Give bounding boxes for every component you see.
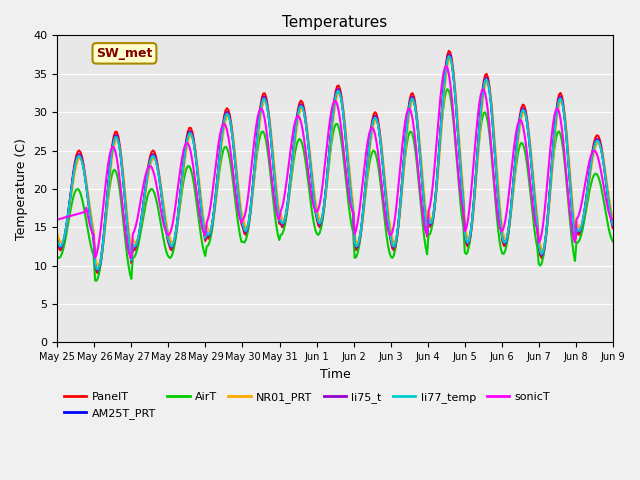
- AirT: [452, 149, 460, 155]
- li75_t: [607, 216, 615, 222]
- PanelT: [535, 245, 543, 251]
- PanelT: [94, 270, 102, 276]
- li77_temp: [609, 222, 616, 228]
- PanelT: [445, 48, 452, 54]
- NR01_PRT: [340, 116, 348, 122]
- sonicT: [609, 217, 616, 223]
- sonicT: [340, 155, 348, 161]
- AirT: [93, 278, 100, 284]
- NR01_PRT: [447, 56, 454, 61]
- Line: AM25T_PRT: AM25T_PRT: [58, 55, 612, 269]
- AirT: [535, 261, 543, 266]
- li77_temp: [445, 53, 452, 59]
- PanelT: [607, 218, 615, 224]
- NR01_PRT: [72, 163, 80, 168]
- li77_temp: [94, 266, 102, 272]
- PanelT: [54, 241, 61, 247]
- AM25T_PRT: [94, 266, 102, 272]
- X-axis label: Time: Time: [319, 368, 351, 381]
- PanelT: [609, 225, 616, 231]
- AM25T_PRT: [54, 238, 61, 243]
- Line: li75_t: li75_t: [58, 55, 612, 271]
- li77_temp: [535, 241, 543, 247]
- sonicT: [452, 145, 460, 151]
- Line: AirT: AirT: [58, 89, 612, 281]
- li77_temp: [607, 216, 615, 221]
- Line: PanelT: PanelT: [58, 51, 612, 273]
- li75_t: [535, 243, 543, 249]
- sonicT: [54, 217, 61, 223]
- AirT: [444, 86, 451, 92]
- Legend: PanelT, AM25T_PRT, AirT, NR01_PRT, li75_t, li77_temp, sonicT: PanelT, AM25T_PRT, AirT, NR01_PRT, li75_…: [60, 388, 555, 423]
- AM25T_PRT: [445, 52, 452, 58]
- AirT: [340, 164, 348, 169]
- PanelT: [90, 237, 97, 243]
- li77_temp: [340, 122, 348, 128]
- li75_t: [72, 156, 80, 162]
- AM25T_PRT: [609, 222, 616, 228]
- NR01_PRT: [609, 215, 616, 221]
- PanelT: [72, 153, 80, 159]
- li75_t: [445, 52, 452, 58]
- Y-axis label: Temperature (C): Temperature (C): [15, 138, 28, 240]
- li75_t: [94, 268, 102, 274]
- sonicT: [127, 255, 135, 261]
- NR01_PRT: [90, 228, 97, 233]
- Line: NR01_PRT: NR01_PRT: [58, 59, 612, 265]
- PanelT: [340, 120, 348, 125]
- sonicT: [607, 216, 615, 221]
- li75_t: [90, 236, 97, 241]
- sonicT: [90, 232, 97, 238]
- NR01_PRT: [607, 208, 615, 214]
- li77_temp: [54, 238, 61, 243]
- NR01_PRT: [94, 263, 102, 268]
- Title: Temperatures: Temperatures: [282, 15, 388, 30]
- AirT: [607, 235, 615, 241]
- li77_temp: [452, 105, 460, 110]
- li77_temp: [72, 158, 80, 164]
- li75_t: [609, 223, 616, 229]
- AirT: [54, 254, 61, 260]
- PanelT: [452, 102, 460, 108]
- NR01_PRT: [535, 233, 543, 239]
- AM25T_PRT: [72, 156, 80, 162]
- AirT: [609, 239, 616, 244]
- AM25T_PRT: [340, 121, 348, 127]
- li75_t: [452, 104, 460, 110]
- sonicT: [72, 212, 80, 217]
- Line: li77_temp: li77_temp: [58, 56, 612, 269]
- li75_t: [54, 239, 61, 245]
- li75_t: [340, 122, 348, 128]
- AirT: [72, 187, 80, 192]
- sonicT: [535, 240, 543, 245]
- AM25T_PRT: [452, 104, 460, 109]
- li77_temp: [90, 234, 97, 240]
- Text: SW_met: SW_met: [96, 47, 153, 60]
- AM25T_PRT: [535, 241, 543, 247]
- sonicT: [442, 63, 450, 69]
- AM25T_PRT: [90, 234, 97, 240]
- NR01_PRT: [54, 231, 61, 237]
- AirT: [90, 252, 97, 258]
- Line: sonicT: sonicT: [58, 66, 612, 258]
- NR01_PRT: [452, 96, 460, 101]
- AM25T_PRT: [607, 215, 615, 221]
